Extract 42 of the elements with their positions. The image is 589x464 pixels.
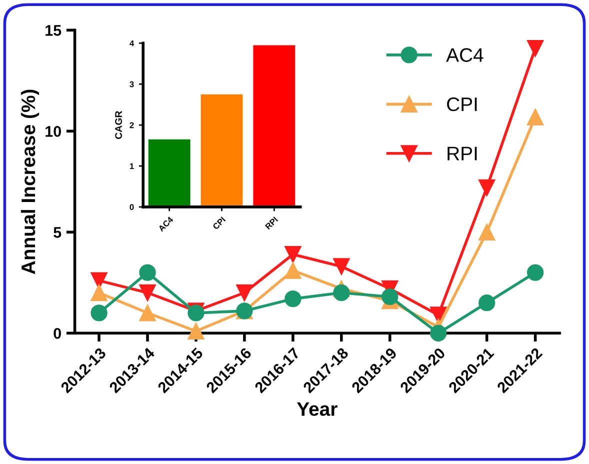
point bbox=[90, 304, 108, 322]
point bbox=[139, 264, 156, 281]
point bbox=[188, 322, 204, 340]
point bbox=[430, 324, 447, 342]
point bbox=[478, 294, 496, 312]
x-tick-label: RPI bbox=[264, 216, 278, 230]
point bbox=[526, 264, 544, 281]
point bbox=[333, 284, 350, 302]
point bbox=[236, 284, 253, 302]
y-tick-label: 0 bbox=[130, 204, 134, 210]
point bbox=[478, 224, 496, 240]
x-axis-title: Year bbox=[296, 402, 338, 416]
y-tick-label: 15 bbox=[46, 25, 62, 36]
point bbox=[284, 290, 302, 308]
y-tick-label: 1 bbox=[130, 163, 134, 170]
point bbox=[526, 108, 544, 126]
point bbox=[139, 304, 156, 322]
bar bbox=[148, 139, 190, 207]
point bbox=[382, 288, 398, 306]
point bbox=[284, 262, 302, 279]
point bbox=[90, 284, 108, 302]
y-tick-label: 4 bbox=[130, 40, 134, 46]
point bbox=[284, 246, 302, 263]
y-axis-title: CAGR bbox=[115, 110, 122, 139]
point bbox=[430, 306, 447, 324]
y-tick-label: 5 bbox=[54, 227, 62, 238]
point bbox=[333, 258, 350, 275]
point bbox=[526, 40, 544, 57]
y-tick-label: 0 bbox=[54, 328, 61, 339]
y-tick-label: 3 bbox=[130, 81, 134, 88]
y-tick-label: 2 bbox=[130, 122, 134, 128]
bar bbox=[253, 45, 296, 207]
y-axis-title: Annual Increase (%) bbox=[20, 90, 40, 274]
y-tick-label: 10 bbox=[46, 126, 61, 137]
bar bbox=[200, 94, 243, 207]
legend-label: AC4 bbox=[446, 48, 484, 62]
point bbox=[478, 179, 496, 196]
legend-label: RPI bbox=[448, 146, 477, 160]
point bbox=[139, 284, 156, 302]
point bbox=[90, 272, 108, 289]
legend-label: CPI bbox=[447, 97, 477, 112]
x-tick-label: CPI bbox=[212, 216, 226, 230]
